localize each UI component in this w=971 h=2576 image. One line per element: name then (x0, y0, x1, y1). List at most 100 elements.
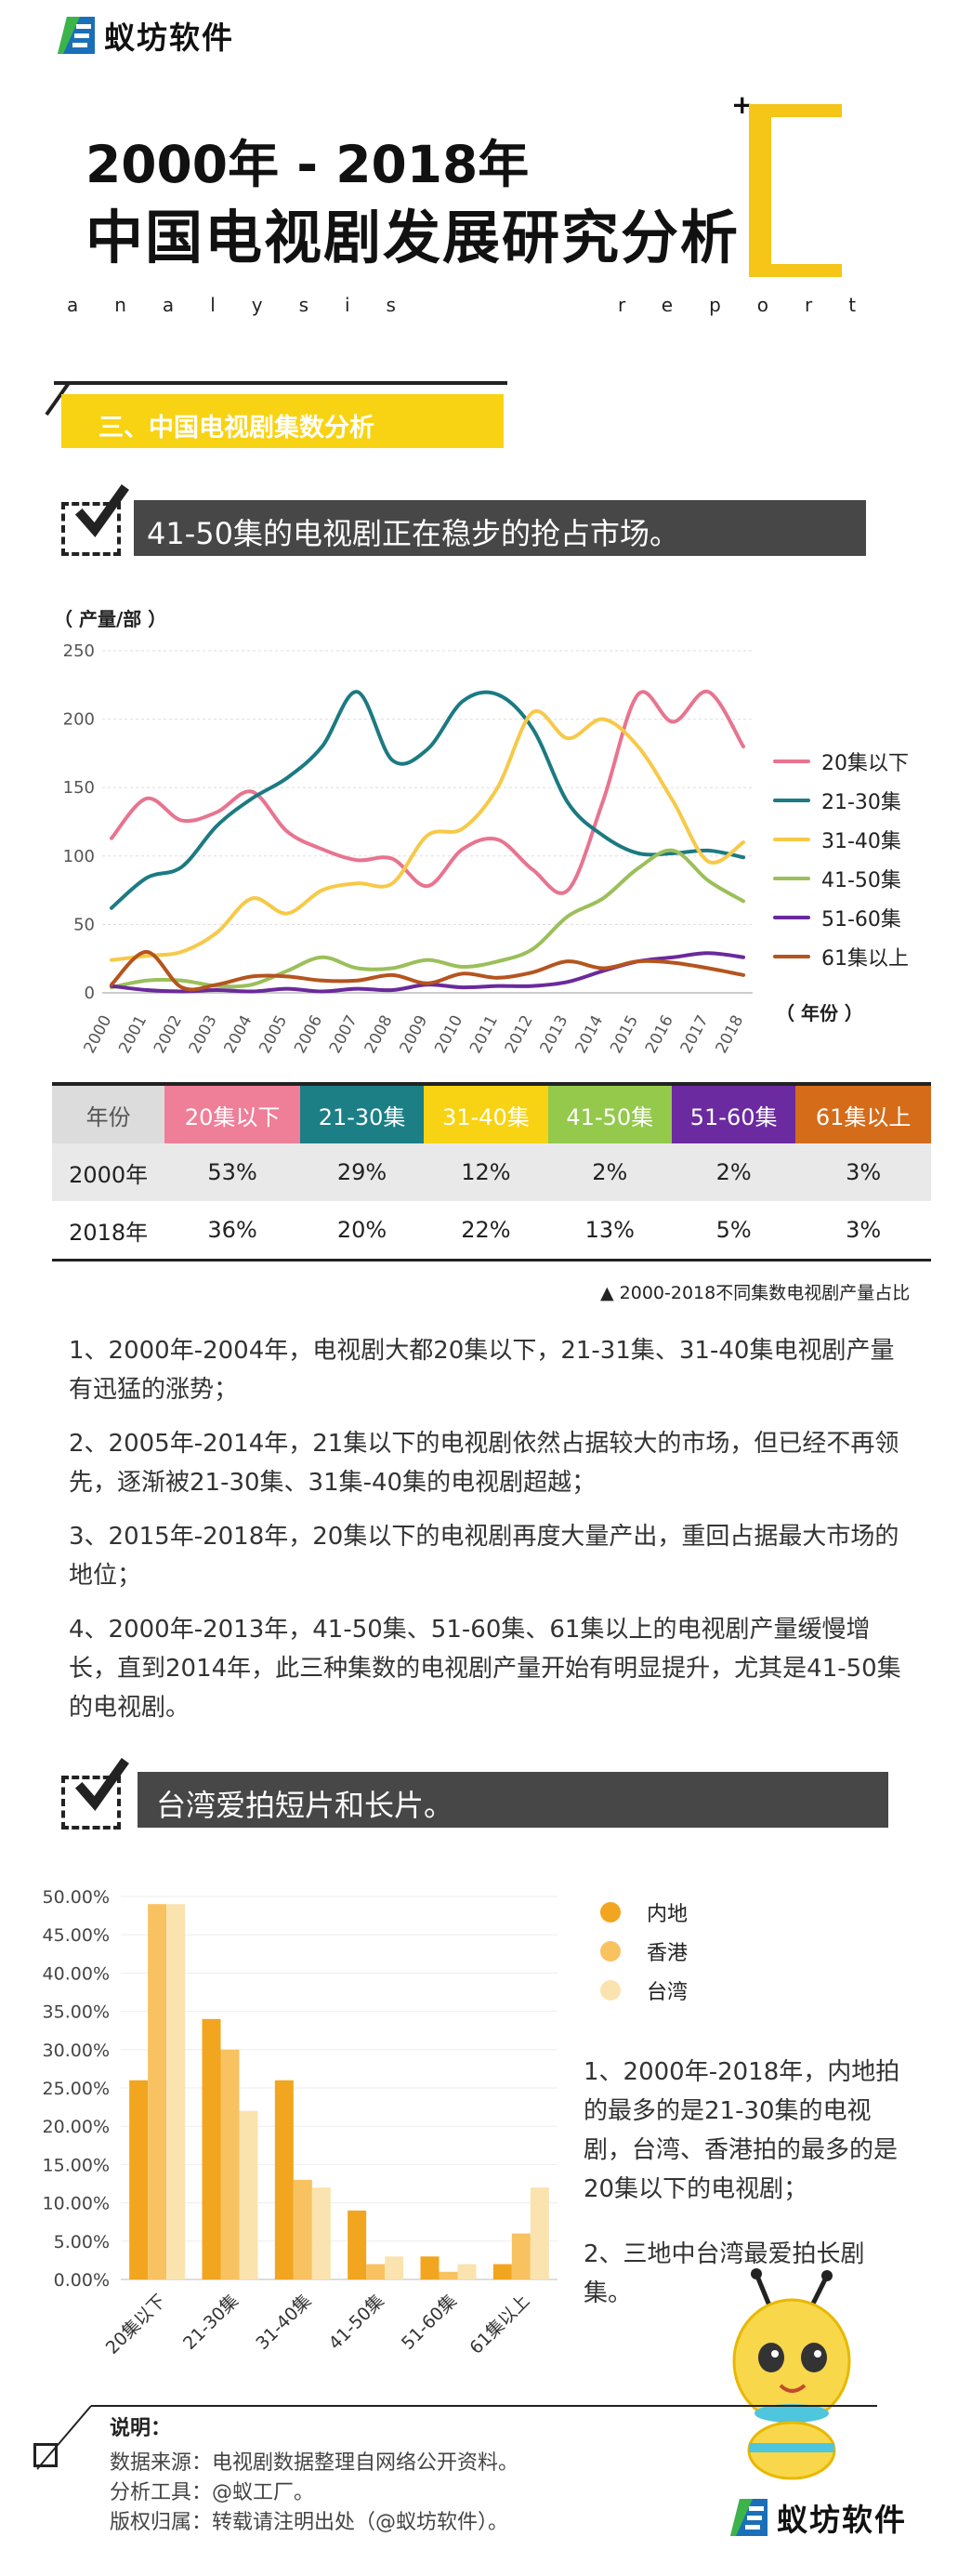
series-line (110, 690, 745, 910)
legend-swatch (773, 799, 810, 802)
y-tick-label: 250 (63, 641, 95, 661)
table-header-cell: 年份 (52, 1082, 165, 1143)
section-banner: 三、中国电视剧集数分析 (61, 394, 504, 448)
checkmark-icon-2 (74, 1758, 129, 1812)
x-tick-label: 21-30集 (179, 2291, 243, 2354)
bar-legend-entry: 香港 (600, 1932, 688, 1971)
footer-logo: 蚁坊软件 (730, 2495, 907, 2540)
notes-square-icon (33, 2443, 58, 2467)
table-row: 2000年 53% 29% 12% 2% 2% 3% (52, 1143, 931, 1201)
chart1-ylabel: （ 产量/部 ） (54, 608, 167, 630)
table-cell: 36% (207, 1217, 257, 1243)
x-tick-label: 51-60集 (398, 2291, 461, 2354)
x-tick-label: 2016 (642, 1012, 677, 1057)
table-cell: 2018年 (69, 1219, 149, 1246)
x-tick-label: 2007 (326, 1012, 361, 1057)
section-divider (54, 381, 507, 385)
legend-label: 21-30集 (821, 791, 901, 814)
table-header-cell: 41-50集 (547, 1082, 672, 1143)
section-title: 三、中国电视剧集数分析 (98, 414, 374, 443)
stats-table: 年份 20集以下 21-30集 31-40集 41-50集 51-60集 61集以上 200… (52, 1082, 931, 1262)
legend-entry: 20集以下 (773, 742, 909, 781)
legend-entry: 21-30集 (773, 781, 909, 820)
legend-swatch (600, 1941, 621, 1962)
bar (166, 1904, 186, 2279)
legend-label: 31-40集 (821, 830, 901, 853)
x-tick-label: 2015 (607, 1012, 642, 1057)
checkbox-icon-2 (61, 1776, 121, 1830)
x-tick-label: 2009 (396, 1012, 431, 1057)
paragraph-1: 1、2000年-2004年，电视剧大都20集以下，21-31集、31-40集电视… (69, 1337, 895, 1404)
table-cell: 20% (336, 1217, 387, 1243)
table-cell: 2% (715, 1159, 752, 1185)
x-tick-label: 31-40集 (252, 2291, 315, 2354)
y-tick-label: 40.00% (43, 1963, 110, 1984)
table-cell: 29% (336, 1159, 387, 1185)
x-tick-label: 2012 (502, 1012, 537, 1057)
block2-text-1: 1、2000年-2018年，内地拍的最多的是21-30集的电视剧，台湾、香港拍的… (584, 2058, 900, 2203)
x-tick-label: 2018 (712, 1012, 747, 1057)
table-header-cell: 51-60集 (671, 1082, 796, 1143)
bar (239, 2110, 258, 2279)
subtitle-report: report (618, 294, 893, 316)
series-line (110, 848, 745, 990)
section-corner (45, 381, 71, 416)
y-tick-label: 30.00% (43, 2041, 110, 2061)
x-tick-label: 2006 (291, 1012, 326, 1057)
legend-label: 61集以上 (821, 947, 909, 971)
note-copyright: 版权归属：转载请注明出处（@蚁坊软件）。 (110, 2511, 509, 2534)
y-tick-label: 35.00% (43, 2002, 110, 2023)
table-cell: 53% (207, 1159, 257, 1185)
legend-swatch (773, 916, 810, 919)
decor-bracket-top (749, 104, 842, 117)
x-tick-label: 2001 (115, 1012, 151, 1057)
bar (366, 2264, 386, 2279)
block2-heading: 台湾爱拍短片和长片。 (156, 1788, 454, 1823)
brand-logo: 蚁坊软件 (58, 13, 234, 58)
table-cell: 22% (461, 1217, 511, 1243)
legend-label: 台湾 (647, 1981, 689, 2004)
table-header-cell: 20集以下 (164, 1082, 300, 1143)
y-tick-label: 20.00% (43, 2117, 110, 2137)
footer-logo-icon (730, 2499, 768, 2536)
legend-swatch (773, 955, 810, 958)
table-header-cell: 21-30集 (299, 1082, 425, 1143)
table-cell: 2% (592, 1159, 628, 1185)
legend-label: 香港 (647, 1942, 689, 1965)
series-line (110, 949, 745, 992)
y-tick-label: 0.00% (54, 2270, 110, 2291)
page-title-line2: 中国电视剧发展研究分析 (85, 204, 741, 271)
x-tick-label: 41-50集 (325, 2291, 388, 2354)
footer-brand-name: 蚁坊软件 (777, 2502, 907, 2538)
x-tick-label: 2014 (571, 1012, 607, 1057)
table-header-cell: 61集以上 (795, 1082, 931, 1143)
x-tick-label: 2003 (186, 1012, 221, 1057)
bar (530, 2187, 549, 2279)
stats-header-row: 年份 20集以下 21-30集 31-40集 41-50集 51-60集 61集以上 (52, 1082, 931, 1143)
decor-bracket (749, 104, 771, 277)
table-cell: 5% (715, 1217, 752, 1243)
y-tick-label: 0 (85, 984, 95, 1003)
table-row: 2018年 36% 20% 22% 13% 5% 3% (52, 1201, 931, 1261)
x-tick-label: 2008 (361, 1012, 397, 1057)
legend-label: 20集以下 (821, 752, 909, 775)
y-tick-label: 45.00% (43, 1925, 110, 1946)
legend-swatch (773, 877, 810, 880)
bar-legend-entry: 内地 (600, 1893, 688, 1932)
note-source: 数据来源：电视剧数据整理自网络公开资料。 (110, 2451, 519, 2475)
y-tick-label: 5.00% (54, 2232, 110, 2252)
checkbox-icon (61, 502, 121, 556)
legend-swatch (600, 1980, 621, 2001)
legend-label: 51-60集 (821, 908, 901, 931)
table-cell: 13% (584, 1217, 635, 1243)
y-tick-label: 15.00% (43, 2155, 110, 2175)
table-header-cell: 31-40集 (424, 1082, 548, 1143)
legend-swatch (600, 1902, 621, 1922)
y-tick-label: 10.00% (43, 2194, 110, 2214)
legend-entry: 41-50集 (773, 859, 909, 898)
legend-entry: 51-60集 (773, 898, 909, 937)
block1-heading: 41-50集的电视剧正在稳步的抢占市场。 (147, 516, 679, 551)
table-cell: 3% (846, 1217, 882, 1243)
paragraph-2: 2、2005年-2014年，21集以下的电视剧依然占据较大的市场，但已经不再领先… (69, 1430, 899, 1497)
x-tick-label: 2000 (80, 1012, 115, 1057)
